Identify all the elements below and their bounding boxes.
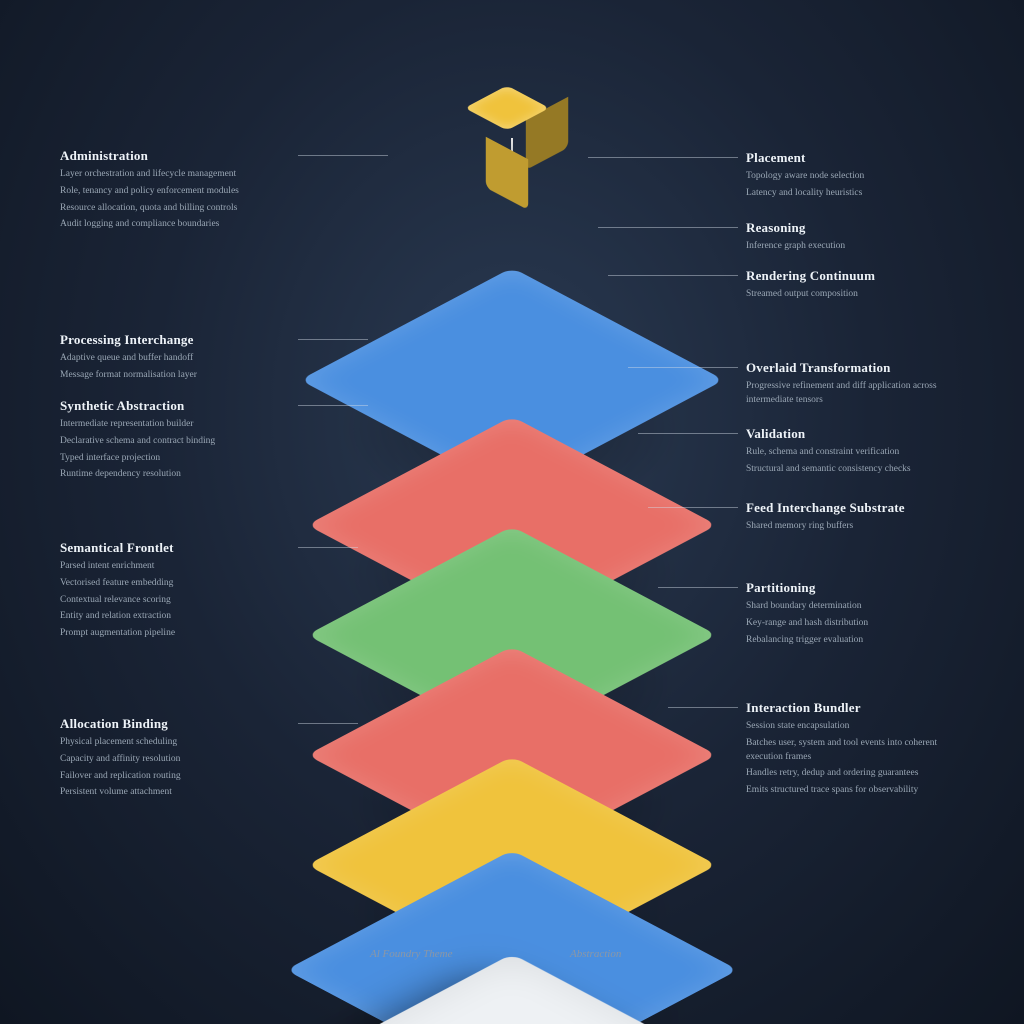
annotation-group: Interaction Bundler Session state encapsu… xyxy=(746,700,976,801)
annotation-title: Partitioning xyxy=(746,580,976,596)
annotation-title: Placement xyxy=(746,150,976,166)
annotation-group: Placement Topology aware node selection La… xyxy=(746,150,976,204)
leader-line xyxy=(658,587,738,588)
annotation-line: Message format normalisation layer xyxy=(60,369,290,383)
annotation-line: Persistent volume attachment xyxy=(60,786,290,800)
annotation-title: Validation xyxy=(746,426,976,442)
annotation-line: Contextual relevance scoring xyxy=(60,594,290,608)
annotation-line: Shard boundary determination xyxy=(746,600,976,614)
leader-line xyxy=(638,433,738,434)
annotation-line: Entity and relation extraction xyxy=(60,610,290,624)
annotation-group: Validation Rule, schema and constraint ve… xyxy=(746,426,976,480)
annotation-line: Runtime dependency resolution xyxy=(60,468,290,482)
annotation-line: Prompt augmentation pipeline xyxy=(60,627,290,641)
annotation-title: Processing Interchange xyxy=(60,332,290,348)
leader-line xyxy=(668,707,738,708)
annotation-title: Interaction Bundler xyxy=(746,700,976,716)
annotation-line: Streamed output composition xyxy=(746,288,976,302)
annotation-line: Session state encapsulation xyxy=(746,720,976,734)
annotation-line: Intermediate representation builder xyxy=(60,418,290,432)
leader-line xyxy=(298,155,388,156)
annotation-line: Topology aware node selection xyxy=(746,170,976,184)
annotation-line: Typed interface projection xyxy=(60,452,290,466)
leader-line xyxy=(628,367,738,368)
leader-line xyxy=(608,275,738,276)
annotation-group: Rendering Continuum Streamed output compo… xyxy=(746,268,976,305)
annotation-group: Overlaid Transformation Progressive refin… xyxy=(746,360,976,411)
annotation-line: Declarative schema and contract binding xyxy=(60,435,290,449)
annotation-line: Rule, schema and constraint verification xyxy=(746,446,976,460)
annotation-group: Feed Interchange Substrate Shared memory … xyxy=(746,500,976,537)
base-label-right: Abstraction xyxy=(570,948,621,960)
leader-line xyxy=(298,405,368,406)
annotation-line: Parsed intent enrichment xyxy=(60,560,290,574)
leader-line xyxy=(298,339,368,340)
base-label-left: Al Foundry Theme xyxy=(370,948,452,960)
annotation-line: Key-range and hash distribution xyxy=(746,617,976,631)
annotation-line: Role, tenancy and policy enforcement mod… xyxy=(60,185,290,199)
annotation-line: Capacity and affinity resolution xyxy=(60,753,290,767)
annotation-line: Progressive refinement and diff applicat… xyxy=(746,380,976,408)
top-cube xyxy=(477,78,547,148)
annotation-title: Overlaid Transformation xyxy=(746,360,976,376)
annotation-line: Structural and semantic consistency chec… xyxy=(746,463,976,477)
leader-line xyxy=(298,547,358,548)
annotation-group: Semantical Frontlet Parsed intent enrichm… xyxy=(60,540,290,644)
leader-line xyxy=(598,227,738,228)
annotation-title: Rendering Continuum xyxy=(746,268,976,284)
annotation-line: Shared memory ring buffers xyxy=(746,520,976,534)
annotation-title: Reasoning xyxy=(746,220,976,236)
annotation-group: Synthetic Abstraction Intermediate repres… xyxy=(60,398,290,485)
annotation-line: Audit logging and compliance boundaries xyxy=(60,218,290,232)
annotation-line: Vectorised feature embedding xyxy=(60,577,290,591)
leader-line xyxy=(298,723,358,724)
leader-line xyxy=(648,507,738,508)
annotation-group: Partitioning Shard boundary determination… xyxy=(746,580,976,650)
annotation-group: Reasoning Inference graph execution xyxy=(746,220,976,257)
annotation-line: Adaptive queue and buffer handoff xyxy=(60,352,290,366)
annotation-title: Synthetic Abstraction xyxy=(60,398,290,414)
annotation-group: Processing Interchange Adaptive queue and… xyxy=(60,332,290,386)
annotation-title: Feed Interchange Substrate xyxy=(746,500,976,516)
leader-line xyxy=(588,157,738,158)
annotation-line: Emits structured trace spans for observa… xyxy=(746,784,976,798)
annotation-line: Handles retry, dedup and ordering guaran… xyxy=(746,767,976,781)
annotation-group: Allocation Binding Physical placement sch… xyxy=(60,716,290,803)
annotation-line: Latency and locality heuristics xyxy=(746,187,976,201)
annotation-title: Administration xyxy=(60,148,290,164)
annotation-line: Rebalancing trigger evaluation xyxy=(746,634,976,648)
annotation-group: Administration Layer orchestration and li… xyxy=(60,148,290,235)
annotation-line: Physical placement scheduling xyxy=(60,736,290,750)
annotation-title: Allocation Binding xyxy=(60,716,290,732)
diagram-stage: Al Foundry Theme Abstraction Administrat… xyxy=(0,0,1024,1024)
annotation-line: Layer orchestration and lifecycle manage… xyxy=(60,168,290,182)
annotation-line: Inference graph execution xyxy=(746,240,976,254)
annotation-title: Semantical Frontlet xyxy=(60,540,290,556)
annotation-line: Failover and replication routing xyxy=(60,770,290,784)
annotation-line: Batches user, system and tool events int… xyxy=(746,737,976,765)
annotation-line: Resource allocation, quota and billing c… xyxy=(60,202,290,216)
